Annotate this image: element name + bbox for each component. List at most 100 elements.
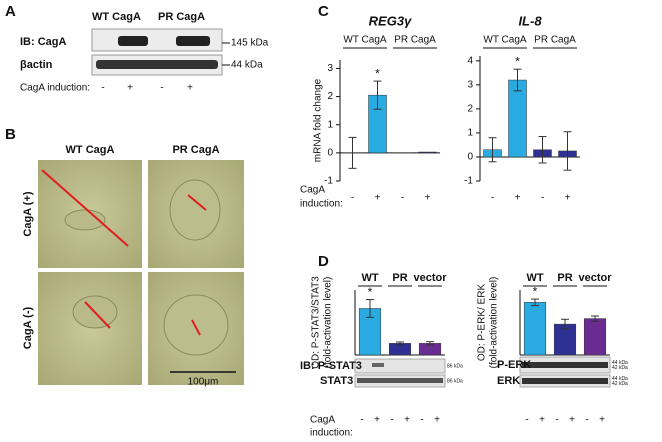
group-label: PR CagA bbox=[394, 35, 436, 46]
blot-band bbox=[176, 36, 210, 46]
panel-letter: B bbox=[5, 126, 16, 143]
chart-title: IL-8 bbox=[518, 13, 542, 28]
annotation: * bbox=[533, 284, 538, 298]
blot-band bbox=[357, 378, 443, 383]
induction-sign: - bbox=[525, 415, 528, 426]
row-label: IB: P-STAT3 bbox=[300, 360, 362, 372]
row-label: ERK bbox=[497, 375, 520, 387]
group-label: PR CagA bbox=[534, 35, 576, 46]
induction-sign: - bbox=[585, 415, 588, 426]
x-tick-label: vector bbox=[413, 272, 447, 284]
induction-label: CagA bbox=[300, 185, 325, 196]
induction-sign: - bbox=[420, 415, 423, 426]
x-tick-label: vector bbox=[578, 272, 612, 284]
y-axis-label: (fold-activation level) bbox=[489, 277, 500, 369]
y-tick-label: 1 bbox=[327, 119, 333, 130]
row-label: STAT3 bbox=[320, 375, 353, 387]
induction-sign: - bbox=[160, 83, 163, 94]
annotation: * bbox=[375, 66, 380, 80]
y-axis-label: mRNA fold change bbox=[313, 78, 324, 162]
x-tick-label: + bbox=[375, 193, 381, 204]
x-tick-label: WT bbox=[526, 272, 543, 284]
x-tick-label: - bbox=[491, 193, 494, 204]
size-marker: 44 kDa bbox=[612, 360, 628, 366]
row-label: βactin bbox=[20, 59, 53, 71]
row-label: IB: CagA bbox=[20, 36, 67, 48]
row-label: CagA (-) bbox=[22, 306, 34, 349]
y-tick-label: 2 bbox=[327, 91, 333, 102]
bar bbox=[508, 79, 527, 158]
y-tick-label: 0 bbox=[467, 152, 473, 163]
y-axis-label: OD: P-ERK/ ERK bbox=[477, 284, 488, 362]
row-label: P-ERK bbox=[497, 359, 531, 371]
y-tick-label: -1 bbox=[464, 176, 473, 187]
induction-sign: + bbox=[434, 415, 440, 426]
bar bbox=[418, 151, 437, 154]
blot-band bbox=[522, 362, 608, 368]
group-label: WT CagA bbox=[343, 35, 386, 46]
x-tick-label: + bbox=[515, 193, 521, 204]
annotation: * bbox=[515, 54, 520, 68]
y-tick-label: 1 bbox=[467, 128, 473, 139]
induction-sign: - bbox=[390, 415, 393, 426]
size-marker: 44 kDa bbox=[231, 60, 263, 71]
column-label: PR CagA bbox=[158, 11, 205, 23]
y-tick-label: 4 bbox=[467, 55, 473, 66]
induction-label: induction: bbox=[300, 199, 343, 210]
annotation: * bbox=[368, 285, 373, 299]
blot bbox=[354, 358, 446, 374]
induction-label: CagA induction: bbox=[20, 83, 90, 94]
size-marker: 86 kDa bbox=[447, 363, 463, 369]
cell-colony bbox=[169, 179, 221, 241]
size-marker: 42 kDa bbox=[612, 365, 628, 371]
length-line bbox=[191, 319, 201, 336]
x-tick-label: PR bbox=[557, 272, 572, 284]
size-marker: 145 kDa bbox=[231, 38, 269, 49]
micrographs bbox=[38, 160, 244, 385]
induction-sign: + bbox=[187, 83, 193, 94]
size-marker: 44 kDa bbox=[612, 376, 628, 382]
group-label: WT CagA bbox=[483, 35, 526, 46]
micrograph bbox=[38, 272, 142, 385]
bar bbox=[583, 318, 607, 356]
size-marker: 42 kDa bbox=[612, 381, 628, 387]
x-tick-label: + bbox=[425, 193, 431, 204]
y-tick-label: -1 bbox=[324, 176, 333, 187]
blot-band bbox=[522, 378, 608, 384]
induction-sign: - bbox=[101, 83, 104, 94]
blot-band bbox=[96, 60, 218, 69]
induction-sign: + bbox=[539, 415, 545, 426]
chart-title: REG3γ bbox=[369, 13, 412, 28]
blot-band bbox=[372, 363, 384, 367]
induction-sign: + bbox=[569, 415, 575, 426]
scale-label: 100μm bbox=[188, 377, 219, 388]
induction-sign: + bbox=[374, 415, 380, 426]
x-tick-label: + bbox=[565, 193, 571, 204]
length-line bbox=[41, 169, 129, 247]
x-tick-label: WT bbox=[361, 272, 378, 284]
blot-band bbox=[118, 36, 148, 46]
cell bbox=[64, 209, 106, 231]
induction-sign: - bbox=[360, 415, 363, 426]
y-tick-label: 3 bbox=[327, 63, 333, 74]
y-tick-label: 0 bbox=[327, 148, 333, 159]
column-label: PR CagA bbox=[172, 144, 219, 156]
induction-sign: + bbox=[127, 83, 133, 94]
length-line bbox=[187, 194, 207, 211]
panel-letter: D bbox=[318, 253, 329, 270]
size-marker: 86 kDa bbox=[447, 378, 463, 384]
panel-letter: C bbox=[318, 3, 329, 20]
x-tick-label: PR bbox=[392, 272, 407, 284]
induction-label: induction: bbox=[310, 428, 353, 439]
length-line bbox=[84, 301, 111, 329]
row-label: CagA (+) bbox=[22, 191, 34, 236]
y-tick-label: 2 bbox=[467, 104, 473, 115]
induction-sign: + bbox=[599, 415, 605, 426]
y-tick-label: 3 bbox=[467, 79, 473, 90]
x-tick-label: - bbox=[401, 193, 404, 204]
induction-sign: - bbox=[555, 415, 558, 426]
induction-sign: + bbox=[404, 415, 410, 426]
x-tick-label: - bbox=[541, 193, 544, 204]
column-label: WT CagA bbox=[66, 144, 115, 156]
